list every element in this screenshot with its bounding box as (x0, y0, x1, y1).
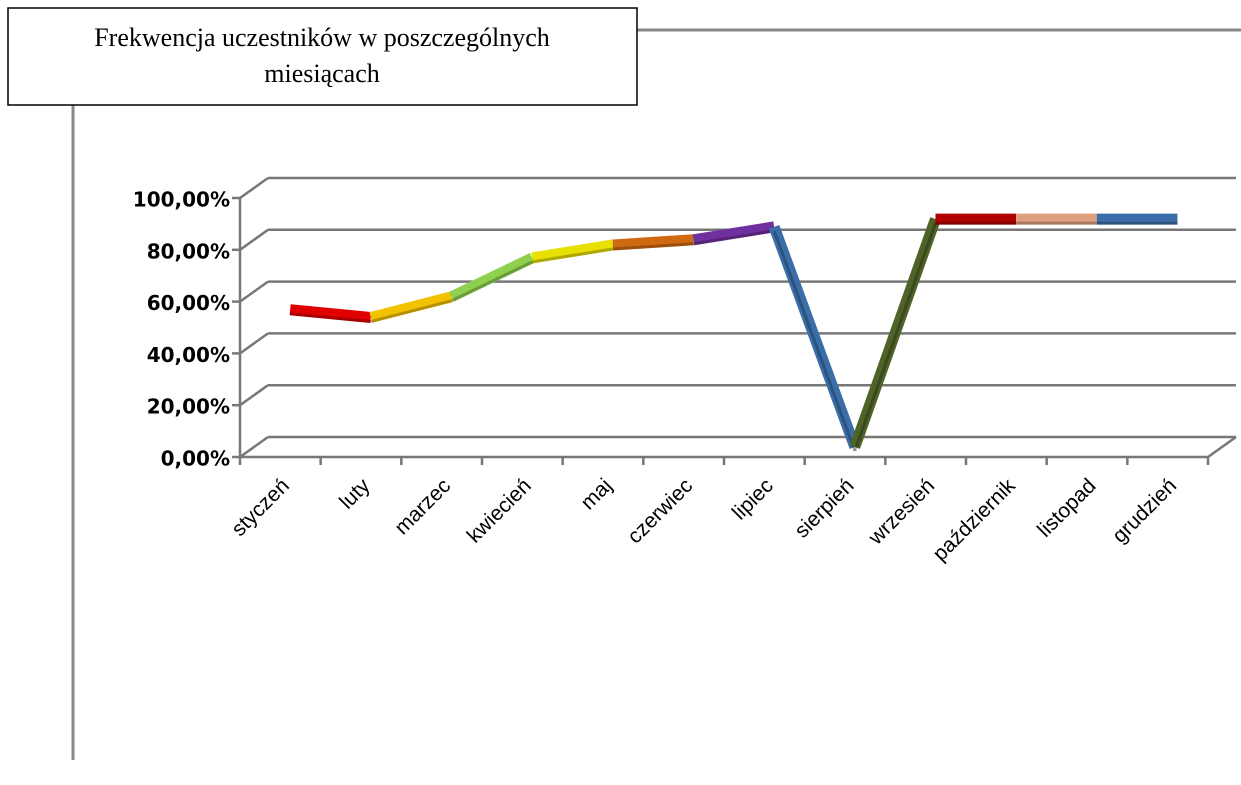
grid-side (239, 280, 269, 303)
x-tick-label: wrzesień (864, 474, 940, 550)
segment-shade (370, 299, 452, 323)
y-tick-label: 80,00% (147, 239, 230, 263)
line-segment (531, 239, 614, 264)
y-tick-label: 0,00% (161, 447, 230, 471)
segment-shade (450, 260, 533, 303)
grid-side (239, 332, 269, 355)
line-segment (289, 304, 372, 323)
y-tick-label: 60,00% (147, 291, 230, 315)
segment-shade (612, 242, 694, 251)
y-tick-label: 100,00% (133, 188, 230, 212)
x-tick-label: luty (335, 474, 375, 514)
x-tick-label: styczeń (227, 474, 294, 541)
chart-title: Frekwencja uczestników w poszczególnych m… (94, 23, 550, 88)
line-segment (369, 291, 453, 323)
x-tick-label: czerwiec (623, 474, 697, 548)
y-tick-label: 40,00% (147, 343, 230, 367)
y-tick-label: 20,00% (147, 395, 230, 419)
grid-side (239, 435, 269, 459)
x-tick-label: marzec (390, 474, 455, 539)
grid-side (239, 384, 269, 407)
line-segment (768, 224, 860, 449)
x-tick-label: grudzień (1108, 474, 1181, 547)
x-tick-label: listopad (1033, 474, 1100, 541)
x-tick-label: lipiec (728, 474, 778, 524)
segment-shade (772, 230, 857, 452)
title-box (7, 7, 638, 106)
x-tick-label: maj (576, 474, 616, 514)
x-tick-label: kwiecień (463, 474, 536, 547)
grid-side (239, 228, 269, 251)
line-segment (449, 252, 535, 302)
line-segment (692, 221, 776, 246)
segment-shade (693, 229, 775, 246)
x-tick-label: sierpień (790, 474, 858, 542)
x-tick-label: październik (928, 474, 1020, 566)
segment-shade (853, 222, 937, 452)
segment-shade (531, 247, 614, 264)
line-segment (612, 234, 694, 251)
segment-shade (289, 312, 371, 323)
grid-side (239, 176, 269, 200)
floor-right (1207, 435, 1237, 459)
line-segment (849, 217, 941, 449)
